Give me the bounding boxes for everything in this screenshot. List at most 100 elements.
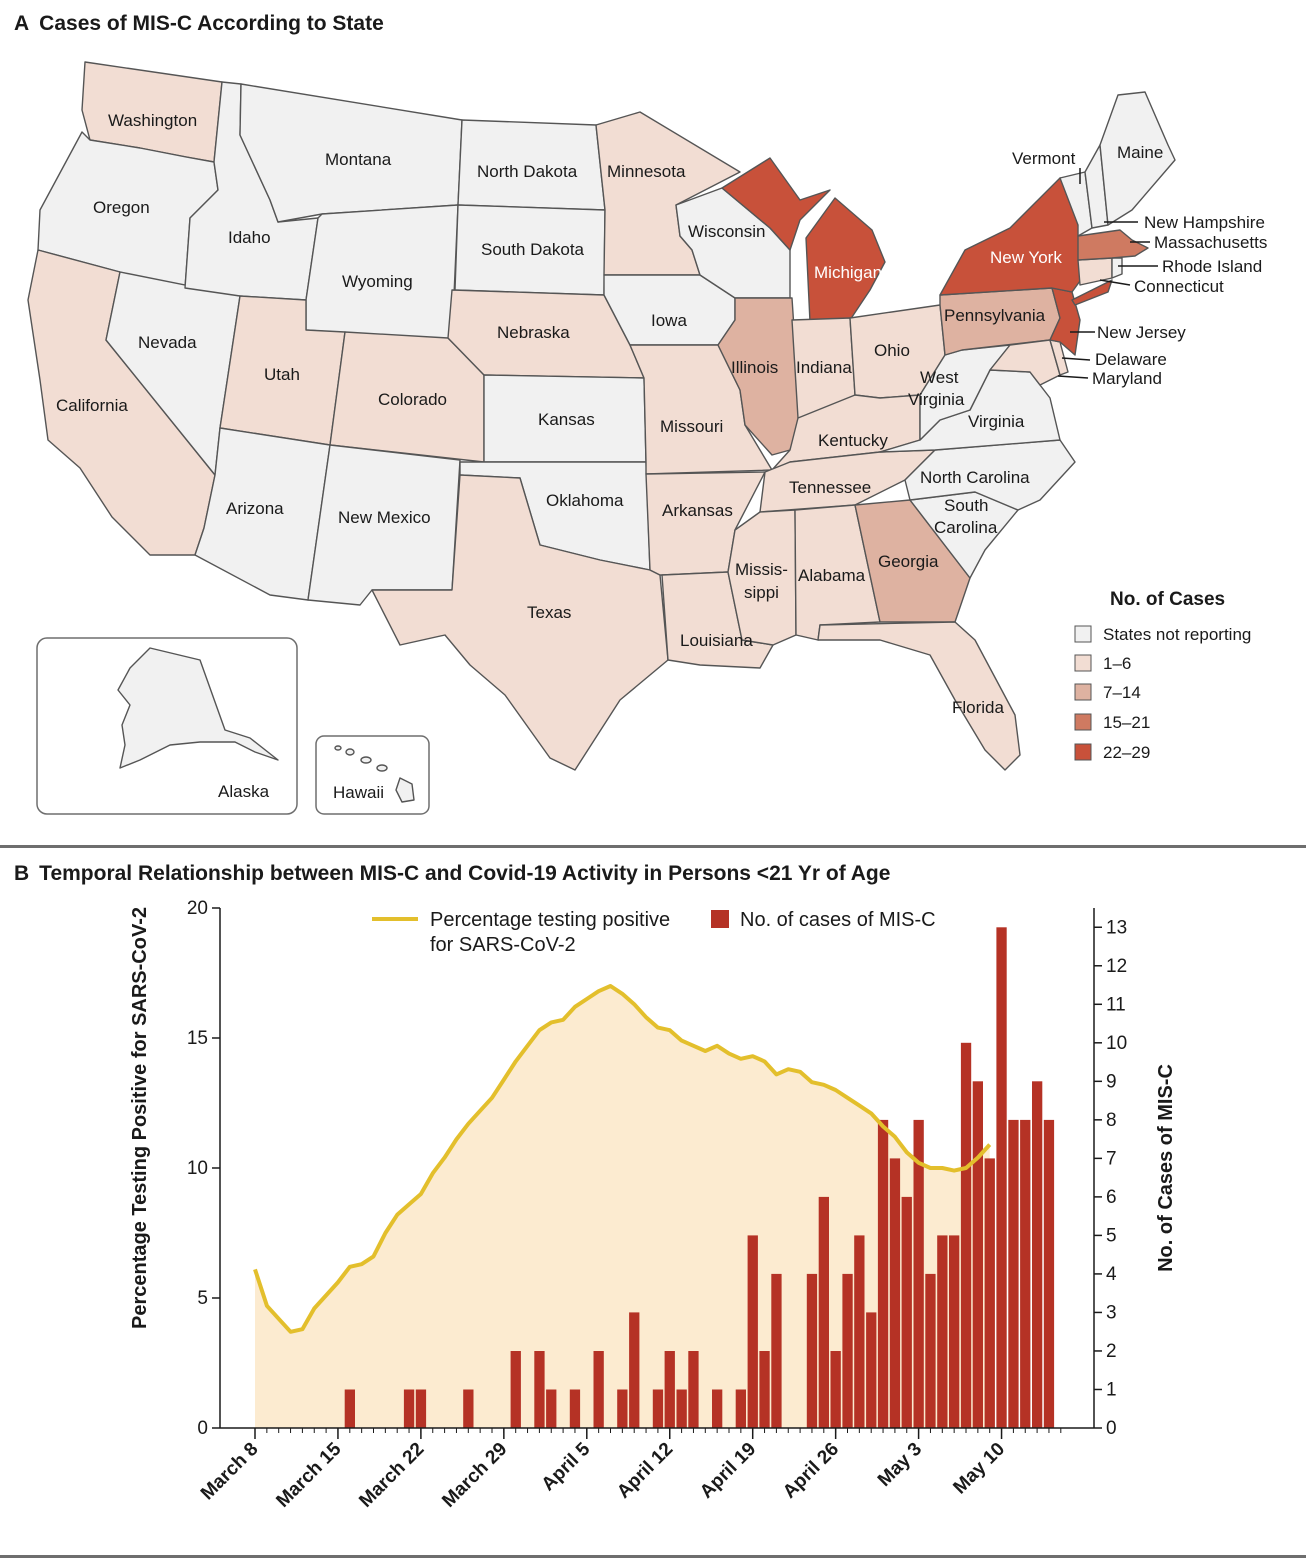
label-tennessee: Tennessee — [789, 478, 871, 497]
label-mississippi-2: sippi — [744, 583, 779, 602]
y-right-tick-label: 3 — [1106, 1302, 1117, 1323]
state-texas — [371, 474, 669, 771]
mis-c-bar — [652, 1389, 664, 1428]
label-new-jersey: New Jersey — [1097, 323, 1186, 342]
x-tick-label: April 12 — [613, 1439, 677, 1503]
label-wisconsin: Wisconsin — [688, 222, 765, 241]
legend-label-15-21: 15–21 — [1103, 713, 1150, 732]
mis-c-bar — [1008, 1119, 1019, 1428]
y-left-tick-label: 20 — [187, 898, 208, 919]
label-south-carolina-1: South — [944, 496, 988, 515]
mis-c-bar — [593, 1351, 604, 1428]
mis-c-bar — [712, 1389, 723, 1428]
label-illinois: Illinois — [731, 358, 778, 377]
mis-c-bar — [534, 1351, 545, 1428]
legend-swatch-not-reporting — [1074, 625, 1092, 643]
mis-c-bar — [415, 1389, 427, 1428]
mis-c-bar — [771, 1273, 782, 1428]
legend-swatch-1-6 — [1074, 654, 1092, 672]
legend-bar-swatch — [711, 910, 729, 928]
panel-b-title: B Temporal Relationship between MIS-C and… — [14, 862, 890, 886]
x-tick-label: March 8 — [197, 1439, 263, 1505]
mis-c-bar — [569, 1389, 581, 1428]
mis-c-bar — [842, 1273, 853, 1428]
y-left-tick-label: 10 — [187, 1158, 208, 1179]
mis-c-bar — [629, 1312, 640, 1428]
x-tick-label: April 5 — [538, 1438, 595, 1495]
mis-c-bar — [866, 1312, 877, 1428]
legend-label-1-6: 1–6 — [1103, 654, 1131, 673]
label-arkansas: Arkansas — [662, 501, 733, 520]
legend-line-label-2: for SARS-CoV-2 — [430, 934, 576, 956]
label-south-carolina-2: Carolina — [934, 518, 998, 537]
label-massachusetts: Massachusetts — [1154, 233, 1267, 252]
label-new-mexico: New Mexico — [338, 508, 431, 527]
label-new-york: New York — [990, 248, 1062, 267]
mis-c-bar — [664, 1351, 675, 1428]
mis-c-bar — [1043, 1119, 1055, 1428]
mis-c-bar — [937, 1235, 948, 1428]
y-right-tick-label: 4 — [1106, 1264, 1117, 1285]
label-colorado: Colorado — [378, 390, 447, 409]
y-right-tick-label: 9 — [1106, 1071, 1117, 1092]
state-hawaii — [334, 745, 415, 803]
label-utah: Utah — [264, 365, 300, 384]
panel-a-title-text: Cases of MIS-C According to State — [39, 12, 384, 35]
label-nevada: Nevada — [138, 333, 197, 352]
state-upper-michigan — [721, 157, 831, 251]
x-tick-label: March 29 — [438, 1439, 511, 1512]
us-map: Washington Oregon California Nevada Idah… — [27, 61, 1267, 815]
state-long-island — [1071, 279, 1113, 306]
label-maine: Maine — [1117, 143, 1163, 162]
mis-c-bar — [1032, 1081, 1043, 1428]
mis-c-bar — [901, 1196, 912, 1428]
mis-c-bar — [972, 1081, 983, 1428]
label-wyoming: Wyoming — [342, 272, 413, 291]
label-indiana: Indiana — [796, 358, 852, 377]
mis-c-bar — [913, 1119, 924, 1428]
legend-swatch-7-14 — [1074, 683, 1092, 701]
label-michigan: Michigan — [814, 263, 882, 282]
y-right-tick-label: 10 — [1106, 1033, 1127, 1054]
mis-c-bar — [830, 1351, 841, 1428]
panel-a-state-map: A Cases of MIS-C According to State — [14, 12, 1267, 815]
y-right-tick-label: 1 — [1106, 1379, 1117, 1400]
mis-c-bar — [949, 1235, 960, 1428]
label-california: California — [56, 396, 128, 415]
label-virginia: Virginia — [968, 412, 1025, 431]
mis-c-bar — [1020, 1119, 1031, 1428]
mis-c-bar — [747, 1235, 758, 1428]
label-pennsylvania: Pennsylvania — [944, 306, 1046, 325]
label-florida: Florida — [952, 698, 1005, 717]
mis-c-bar — [546, 1389, 557, 1428]
mis-c-bar — [617, 1389, 628, 1428]
bottom-rule — [0, 1555, 1306, 1558]
y-right-tick-label: 0 — [1106, 1418, 1117, 1439]
mis-c-bar — [688, 1351, 699, 1428]
map-legend: States not reporting 1–6 7–14 15–21 22–2… — [1074, 625, 1251, 762]
label-washington: Washington — [108, 111, 197, 130]
y-left-tick-label: 0 — [197, 1418, 208, 1439]
label-south-dakota: South Dakota — [481, 240, 585, 259]
state-michigan — [805, 197, 886, 323]
x-tick-label: April 26 — [779, 1439, 843, 1503]
state-massachusetts — [1077, 229, 1149, 261]
y-right-tick-label: 6 — [1106, 1187, 1117, 1208]
x-tick-label: May 10 — [949, 1439, 1009, 1499]
label-new-hampshire: New Hampshire — [1144, 213, 1265, 232]
label-west-virginia-2: Virginia — [908, 390, 965, 409]
label-hawaii: Hawaii — [333, 783, 384, 802]
y-right-tick-label: 12 — [1106, 956, 1127, 977]
label-montana: Montana — [325, 150, 392, 169]
label-minnesota: Minnesota — [607, 162, 686, 181]
mis-c-bar — [735, 1389, 746, 1428]
panel-divider — [0, 845, 1306, 848]
label-kansas: Kansas — [538, 410, 595, 429]
label-rhode-island: Rhode Island — [1162, 257, 1262, 276]
mis-c-bar — [463, 1389, 474, 1428]
state-florida — [817, 621, 1021, 771]
state-new-york — [939, 177, 1089, 296]
x-tick-label: May 3 — [874, 1439, 926, 1491]
label-iowa: Iowa — [651, 311, 687, 330]
mis-c-bar — [854, 1235, 865, 1428]
